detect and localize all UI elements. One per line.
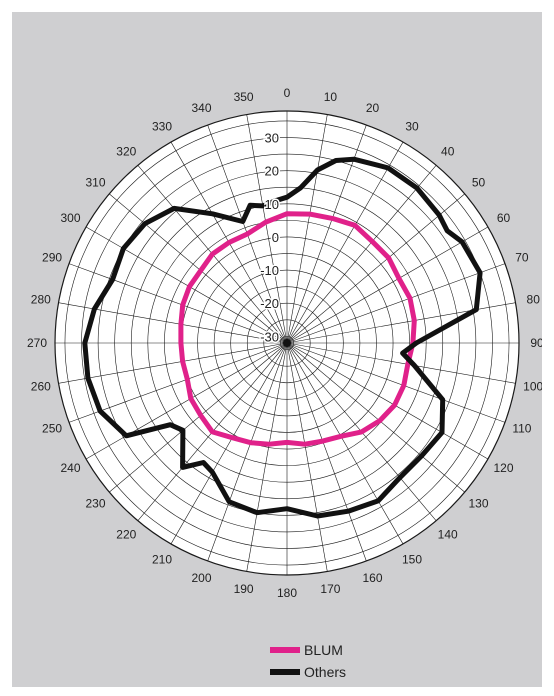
legend-item-blum: BLUM — [270, 639, 346, 661]
radial-tick-label: -10 — [260, 263, 279, 278]
angle-tick-label: 340 — [191, 101, 211, 115]
legend-swatch-others — [270, 669, 300, 675]
angular-grid-line — [246, 114, 288, 344]
angular-grid-line — [286, 342, 404, 545]
angle-tick-label: 120 — [493, 461, 513, 475]
angle-tick-label: 150 — [402, 553, 422, 567]
angular-grid-line — [286, 165, 437, 344]
angular-grid-line — [85, 226, 288, 344]
angle-tick-label: 230 — [85, 497, 105, 511]
radial-tick-label: 10 — [265, 197, 279, 212]
angle-tick-label: 280 — [31, 293, 51, 307]
radial-tick-label: -20 — [260, 296, 279, 311]
angle-tick-label: 190 — [234, 582, 254, 596]
angular-grid-line — [286, 342, 465, 493]
angular-grid-line — [286, 226, 489, 344]
angle-tick-label: 350 — [234, 90, 254, 104]
legend-swatch-blum — [270, 647, 300, 653]
center-hub — [283, 339, 291, 347]
angle-tick-label: 180 — [277, 586, 297, 600]
angular-grid-line — [286, 342, 367, 562]
angular-grid-line — [286, 141, 404, 344]
angle-tick-label: 50 — [472, 175, 486, 189]
angle-tick-label: 110 — [512, 422, 531, 436]
angle-tick-label: 40 — [441, 144, 455, 158]
polar-chart: 0 102030405060708090100110120130140150160… — [27, 86, 542, 600]
radial-tick-label: -30 — [260, 329, 279, 344]
angle-tick-label: 260 — [31, 379, 51, 393]
angular-grid-line — [246, 342, 288, 572]
angle-tick-label: 100 — [523, 379, 542, 393]
angular-grid-line — [286, 342, 328, 572]
angular-grid-line — [85, 342, 288, 460]
angle-tick-label: 330 — [152, 119, 172, 133]
angle-tick-label: 140 — [438, 528, 458, 542]
angle-tick-label: 320 — [116, 144, 136, 158]
radial-tick-label: 0 — [272, 230, 279, 245]
angle-tick-label: 30 — [405, 119, 419, 133]
angle-tick-label: 0 — [284, 86, 291, 100]
angular-grid-line — [58, 342, 288, 384]
angle-tick-label: 200 — [191, 571, 211, 585]
angular-grid-line — [286, 193, 465, 344]
angular-grid-line — [109, 193, 288, 344]
angular-grid-line — [286, 114, 328, 344]
angle-tick-label: 60 — [497, 211, 511, 225]
angle-tick-label: 130 — [468, 497, 488, 511]
angle-tick-label: 240 — [60, 461, 80, 475]
angular-grid-line — [286, 342, 489, 460]
angle-tick-label: 80 — [527, 293, 541, 307]
angle-tick-label: 250 — [42, 422, 62, 436]
angular-grid-line — [109, 342, 288, 493]
radial-tick-label: 20 — [265, 164, 279, 179]
angle-tick-label: 310 — [85, 175, 105, 189]
angle-tick-label: 160 — [362, 571, 382, 585]
angle-tick-label: 170 — [320, 582, 340, 596]
angle-tick-label: 90 — [530, 336, 542, 350]
angle-tick-label: 220 — [116, 528, 136, 542]
angle-tick-label: 210 — [152, 553, 172, 567]
angular-grid-line — [68, 263, 288, 344]
chart-panel: 0 10 20 30 40 50 60 70 80 90 100 110 120 130 140 150 160… — [12, 12, 542, 687]
radial-tick-label: 30 — [265, 131, 279, 146]
angle-tick-label: 70 — [515, 250, 529, 264]
angle-tick-label: 20 — [366, 101, 380, 115]
angular-grid-line — [286, 342, 516, 384]
legend-label-blum: BLUM — [304, 642, 343, 658]
angle-tick-label: 10 — [324, 90, 338, 104]
legend: BLUM Others — [270, 639, 346, 683]
angle-tick-label: 300 — [60, 211, 80, 225]
angle-tick-label: 270 — [27, 336, 47, 350]
angular-grid-line — [207, 342, 288, 562]
legend-item-others: Others — [270, 661, 346, 683]
angular-grid-line — [286, 342, 506, 423]
angular-grid-line — [170, 342, 288, 545]
legend-label-others: Others — [304, 664, 347, 680]
angular-grid-line — [286, 263, 506, 344]
angle-tick-label: 290 — [42, 250, 62, 264]
angular-grid-line — [68, 342, 288, 423]
